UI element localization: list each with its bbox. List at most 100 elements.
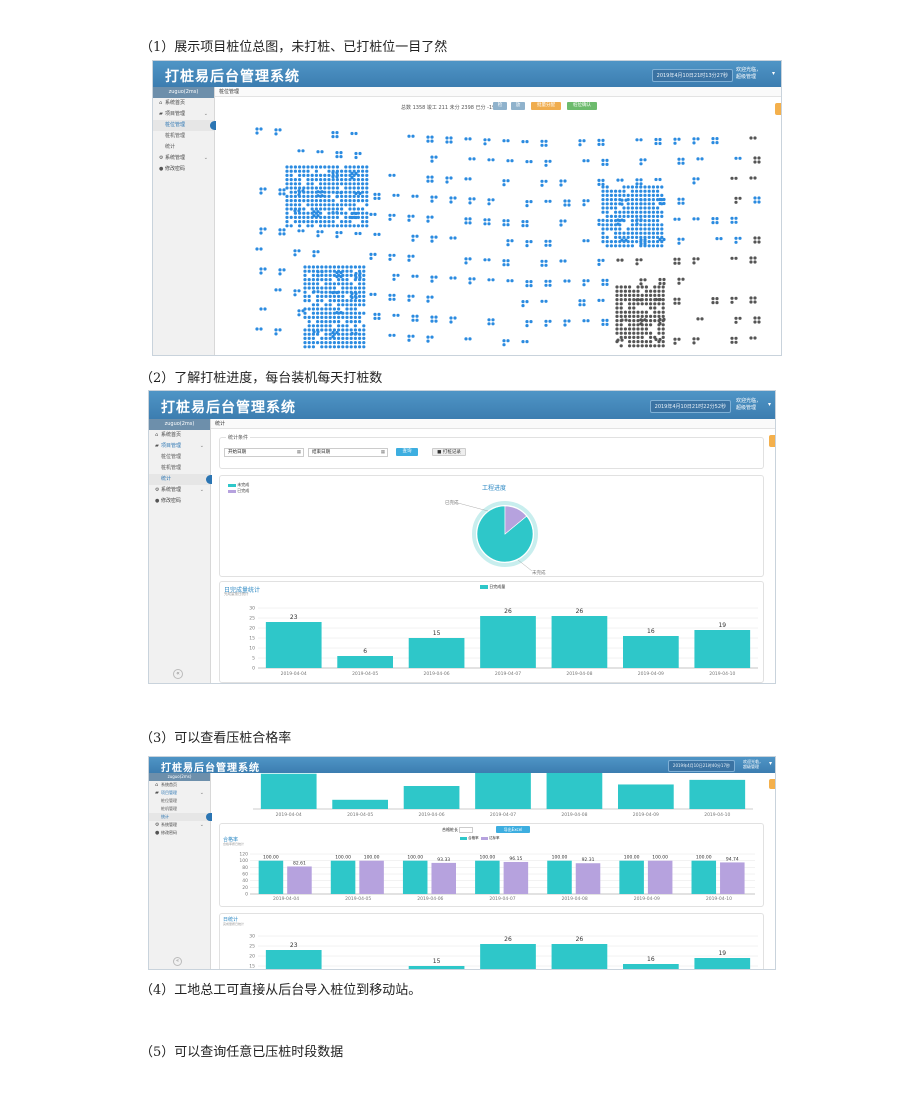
x-tick-label: 2019-04-04: [281, 671, 307, 677]
unpiled-marker: [328, 269, 332, 273]
unpiled-marker: [609, 206, 613, 210]
unpiled-marker: [426, 179, 430, 183]
unpiled-marker: [358, 303, 362, 307]
unpiled-marker: [647, 210, 651, 214]
unpiled-marker: [630, 206, 634, 210]
start-date-field[interactable]: 开始日期 ▦: [224, 448, 304, 457]
sidebar-item-system[interactable]: ⚙ 系统管理 ⌄: [153, 153, 214, 164]
pile-length-input[interactable]: [459, 827, 474, 833]
piled-marker: [734, 340, 738, 344]
sidebar-item-home[interactable]: ⌂ 系统首页: [153, 98, 214, 109]
unpiled-marker: [622, 206, 626, 210]
piled-marker: [753, 256, 757, 260]
user-caret-icon[interactable]: ▾: [767, 401, 771, 408]
pile-record-button[interactable]: ■ 打桩记录: [432, 448, 466, 456]
unpiled-marker: [332, 294, 336, 298]
unpiled-marker: [639, 235, 643, 239]
sidebar-item-home[interactable]: ⌂ 系统首页: [149, 781, 210, 789]
sidebar-item-project[interactable]: ▰ 项目管理 ⌄: [149, 441, 210, 452]
pile-confirm-button[interactable]: 桩位确认: [567, 102, 597, 110]
sidebar-item-project[interactable]: ▰ 项目管理 ⌄: [153, 109, 214, 120]
sidebar-item-system[interactable]: ⚙ 系统管理 ⌄: [149, 485, 210, 496]
sidebar-item-rig-mgmt[interactable]: 桩机管理: [149, 805, 210, 813]
user-menu[interactable]: 欢迎光临， 超级管理: [736, 67, 761, 81]
user-menu[interactable]: 欢迎光临， 超级管理: [736, 398, 761, 412]
unpiled-marker: [502, 183, 506, 187]
unpiled-marker: [559, 219, 563, 223]
query-button[interactable]: 查询: [396, 448, 418, 456]
sidebar-item-project[interactable]: ▰ 项目管理 ⌄: [149, 789, 210, 797]
datetime-display: 2019年4月10日21时40分17秒: [667, 760, 735, 772]
unpiled-marker: [303, 265, 307, 269]
sidebar-item-pile-mgmt[interactable]: 桩位管理: [153, 120, 216, 131]
piled-marker: [619, 335, 623, 339]
sidebar-item-rig-mgmt[interactable]: 桩机管理: [153, 131, 214, 142]
unpiled-marker: [302, 186, 306, 190]
unpiled-marker: [356, 165, 360, 169]
unpiled-marker: [327, 194, 331, 198]
sidebar-item-system[interactable]: ⚙ 系统管理 ⌄: [149, 821, 210, 829]
sidebar-item-pile-mgmt[interactable]: 桩位管理: [149, 797, 210, 805]
sidebar-item-stats[interactable]: 统计: [149, 474, 212, 485]
sidebar-item-password[interactable]: ● 修改密码: [153, 164, 214, 175]
batch-assign-button[interactable]: 批量分配: [531, 102, 561, 110]
unpiled-marker: [597, 178, 601, 182]
unpiled-marker: [510, 279, 514, 283]
unpiled-marker: [324, 278, 328, 282]
unpiled-marker: [411, 134, 415, 138]
unpiled-marker: [345, 307, 349, 311]
piled-marker: [619, 298, 623, 302]
piled-marker: [615, 289, 619, 293]
unpiled-marker: [259, 191, 263, 195]
piled-marker: [673, 257, 677, 261]
unpiled-marker: [350, 175, 354, 180]
unpiled-marker: [506, 239, 510, 243]
x-tick-label: 2019-04-09: [638, 671, 664, 677]
piled-marker: [628, 335, 632, 339]
user-caret-icon[interactable]: ▾: [768, 760, 772, 767]
daily-bar-chart-top[interactable]: 2019-04-04 2019-04-05 2019-04-06 2019-04-07…: [215, 773, 760, 819]
zoom-button[interactable]: 放: [511, 102, 525, 110]
sidebar-item-rig-mgmt[interactable]: 桩机管理: [149, 463, 210, 474]
export-excel-button[interactable]: 导出Excel: [496, 826, 530, 833]
unpiled-marker: [620, 178, 624, 182]
unpiled-marker: [656, 223, 660, 227]
piled-marker: [661, 293, 665, 297]
piled-marker: [616, 258, 620, 262]
sidebar-item-label: 系统管理: [161, 487, 182, 493]
pile-map[interactable]: [217, 117, 781, 355]
sidebar-item-pile-mgmt[interactable]: 桩位管理: [149, 452, 210, 463]
piled-marker: [661, 319, 665, 323]
unpiled-marker: [358, 286, 362, 290]
unpiled-marker: [609, 202, 613, 206]
side-tab-toggle[interactable]: [769, 779, 775, 789]
unpiled-marker: [349, 273, 353, 277]
sidebar-item-password[interactable]: ● 修改密码: [149, 496, 210, 507]
end-date-field[interactable]: 结束日期 ▦: [308, 448, 388, 457]
unpiled-marker: [502, 219, 506, 223]
sidebar-item-password[interactable]: ● 修改密码: [149, 829, 210, 837]
unpiled-marker: [302, 173, 306, 177]
daily-bar-chart-bottom[interactable]: 0510152025302361526261619: [220, 924, 765, 970]
sidebar-item-stats[interactable]: 统计: [153, 142, 214, 153]
user-caret-icon[interactable]: ▾: [771, 70, 775, 77]
calendar-icon: ▦: [296, 450, 301, 455]
unpiled-marker: [310, 224, 314, 228]
unpiled-marker: [635, 193, 639, 197]
sidebar-item-stats[interactable]: 统计: [149, 813, 212, 821]
daily-bar-chart[interactable]: 051015202530232019-04-0462019-04-0515201…: [220, 596, 765, 684]
unpiled-marker: [502, 263, 506, 267]
bar: [265, 950, 322, 969]
unpiled-marker: [449, 316, 453, 320]
search-button[interactable]: 检: [493, 102, 507, 110]
side-tab-toggle[interactable]: [775, 103, 781, 115]
side-tab-toggle[interactable]: [769, 435, 775, 447]
collapse-sidebar-button[interactable]: «: [173, 669, 183, 679]
collapse-sidebar-button[interactable]: «: [173, 957, 182, 966]
sidebar-item-home[interactable]: ⌂ 系统首页: [149, 430, 210, 441]
user-menu[interactable]: 欢迎光临， 超级管理: [743, 759, 763, 769]
unpiled-marker: [605, 223, 609, 227]
pass-rate-bar-chart[interactable]: 020406080100120100.0082.612019-04-04100.…: [220, 842, 765, 908]
unpiled-marker: [307, 307, 311, 311]
